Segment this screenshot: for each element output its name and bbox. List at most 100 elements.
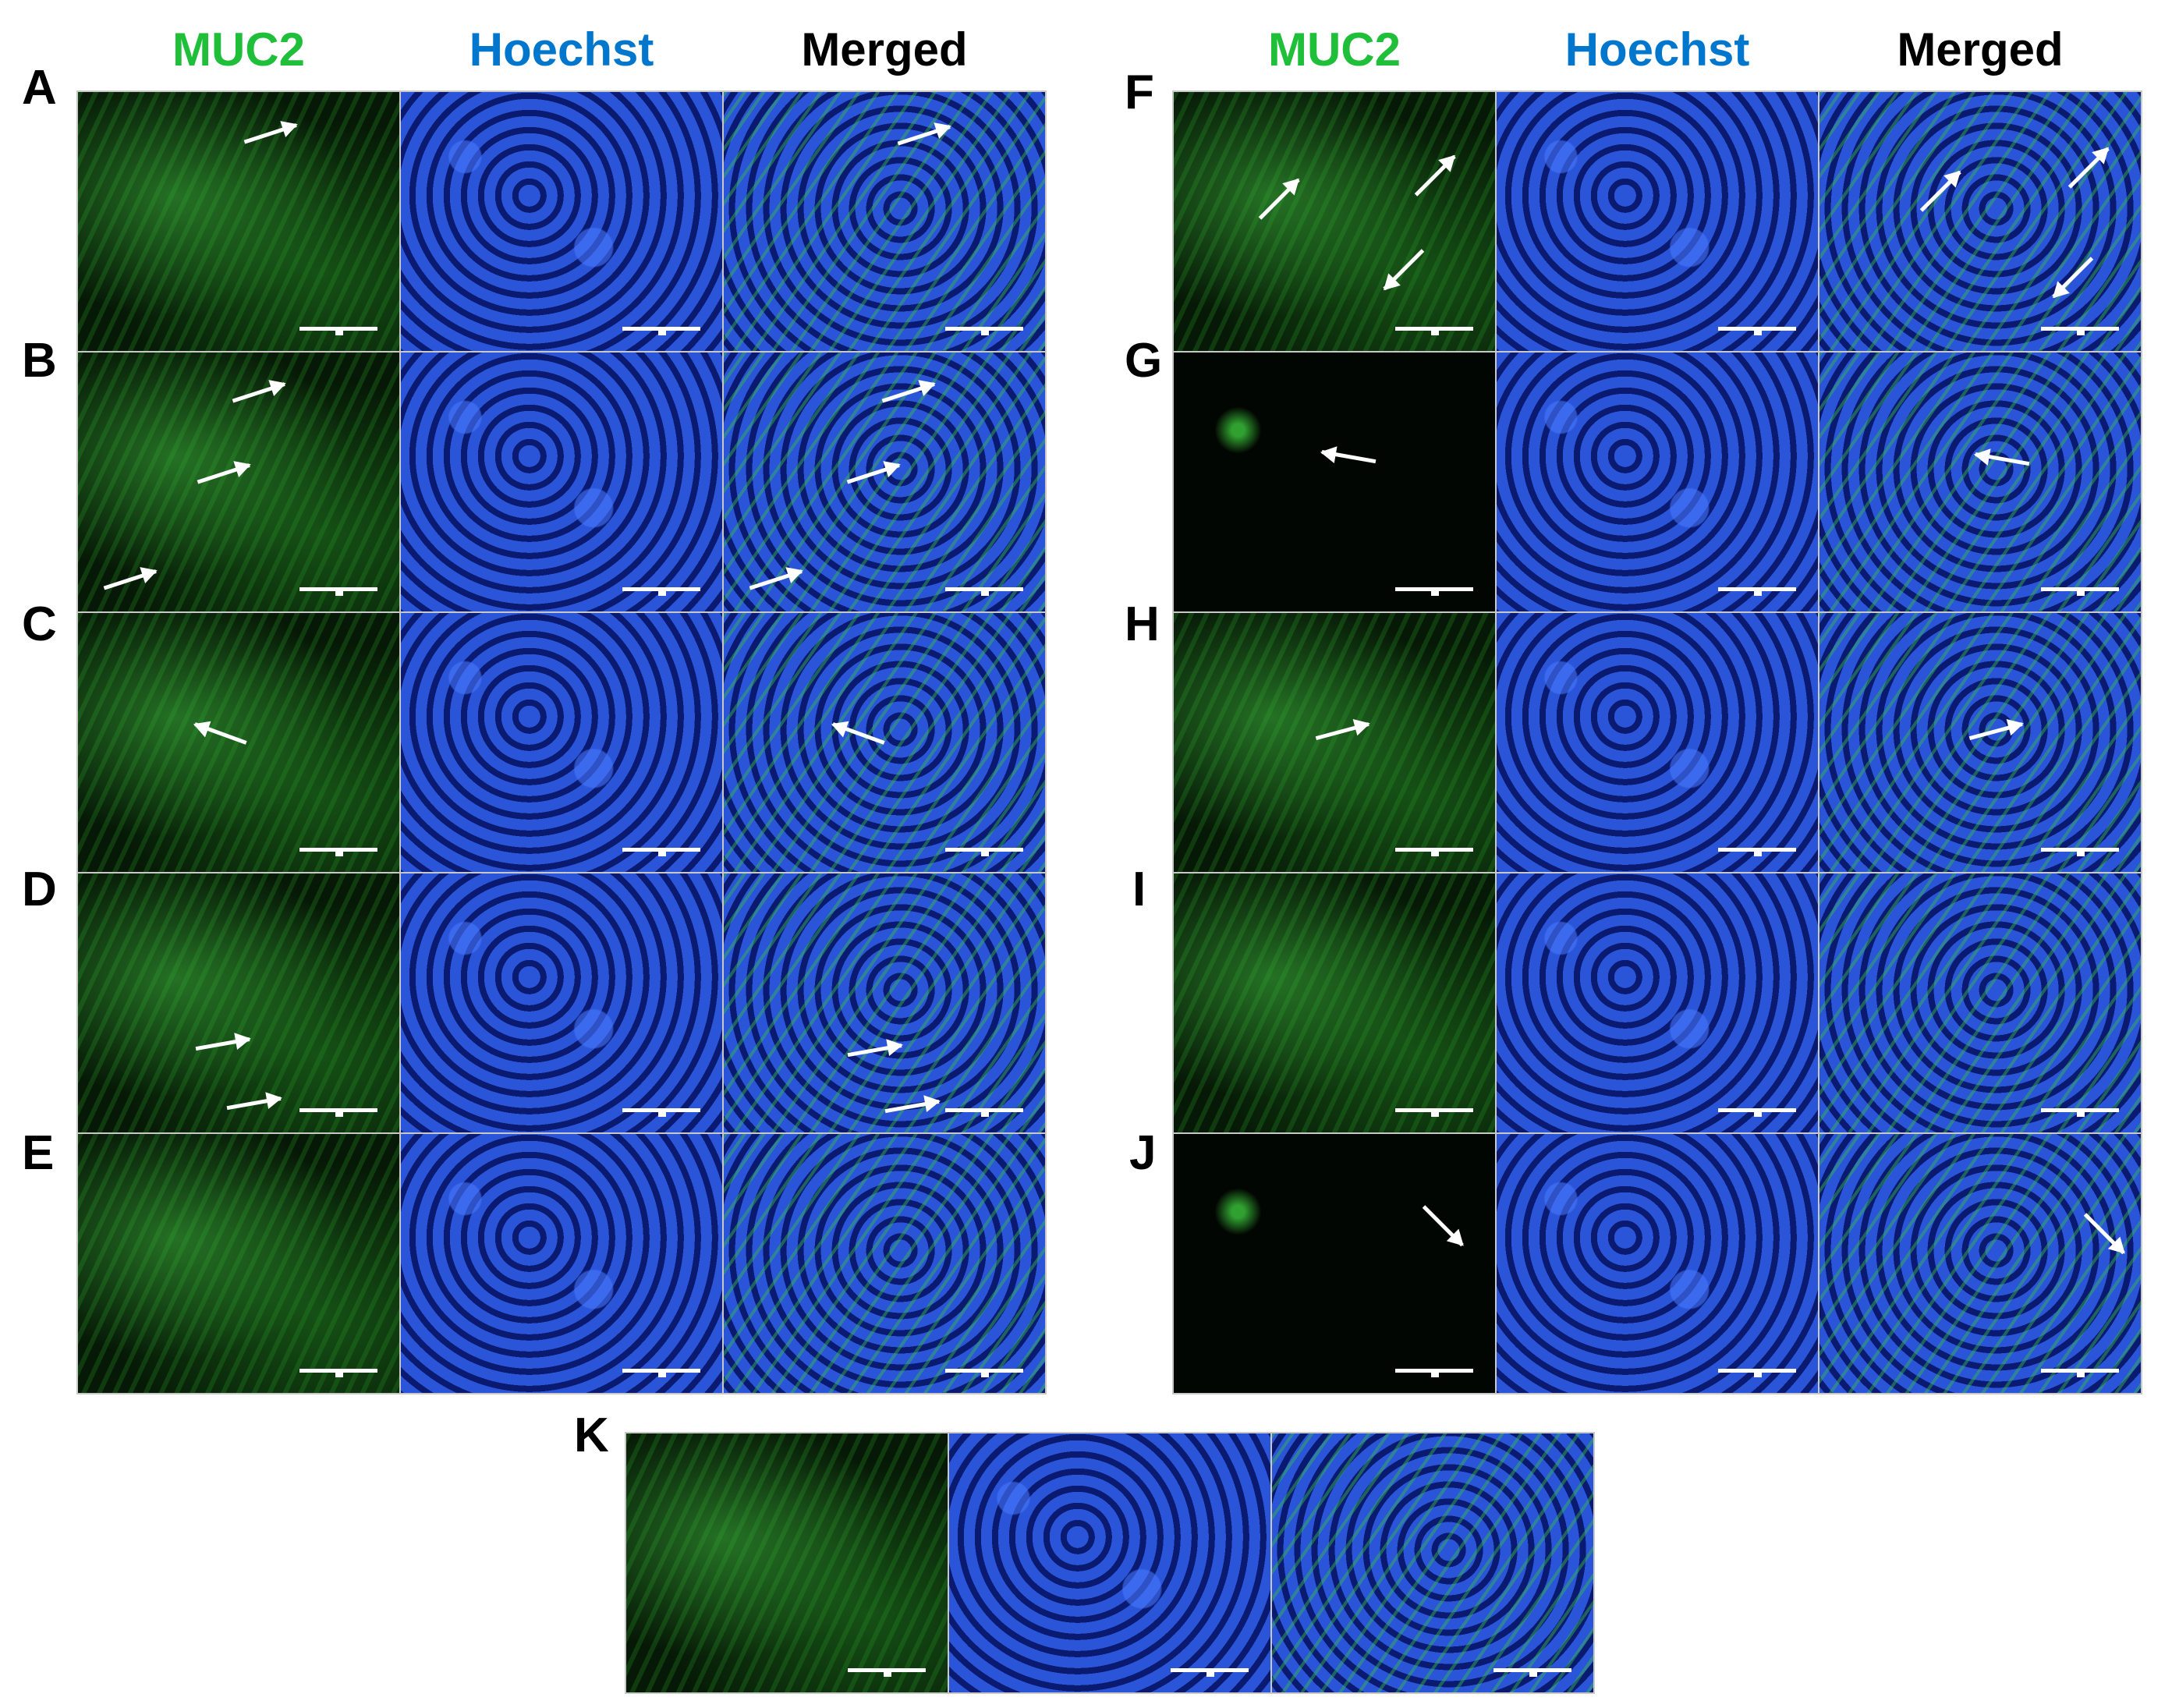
panel-label-g: G (1125, 334, 1163, 388)
arrow-icon (847, 1044, 902, 1058)
scale-bar (945, 1108, 1023, 1117)
scale-bar (1171, 1668, 1249, 1677)
micrograph-e-merged (722, 1132, 1047, 1394)
micrograph-i-merged (1818, 872, 2142, 1134)
micrograph-d-merged (722, 872, 1047, 1134)
arrow-icon (897, 125, 951, 146)
micrograph-k-merged (1270, 1432, 1595, 1694)
micrograph-k-muc2 (625, 1432, 949, 1694)
panel-label-k: K (574, 1409, 609, 1462)
scale-bar (2041, 587, 2119, 596)
micrograph-f-muc2 (1172, 90, 1497, 353)
arrow-icon (1258, 178, 1300, 220)
micrograph-e-muc2 (76, 1132, 401, 1394)
header-muc2-left: MUC2 (172, 23, 305, 76)
micrograph-b-merged (722, 351, 1047, 613)
micrograph-e-hoechst (399, 1132, 724, 1394)
scale-bar (945, 327, 1023, 335)
arrow-icon (1975, 452, 2030, 466)
micrograph-h-muc2 (1172, 611, 1497, 873)
arrow-icon (1321, 450, 1377, 464)
scale-bar (622, 848, 700, 856)
arrow-icon (1422, 1205, 1464, 1247)
panel-label-f: F (1125, 66, 1154, 119)
scale-bar (299, 1369, 377, 1377)
micrograph-f-merged (1818, 90, 2142, 353)
arrow-icon (2083, 1213, 2125, 1255)
micrograph-a-hoechst (399, 90, 724, 353)
scale-bar (622, 327, 700, 335)
micrograph-f-hoechst (1495, 90, 1819, 353)
scale-bar (2041, 848, 2119, 856)
micrograph-i-muc2 (1172, 872, 1497, 1134)
arrow-icon (832, 722, 885, 745)
scale-bar (622, 587, 700, 596)
panel-label-h: H (1125, 597, 1160, 651)
scale-bar (945, 1369, 1023, 1377)
micrograph-a-muc2 (76, 90, 401, 353)
panel-label-e: E (22, 1126, 55, 1180)
panel-label-d: D (22, 863, 57, 916)
micrograph-h-hoechst (1495, 611, 1819, 873)
micrograph-i-hoechst (1495, 872, 1819, 1134)
micrograph-h-merged (1818, 611, 2142, 873)
scale-bar (299, 1108, 377, 1117)
micrograph-g-muc2 (1172, 351, 1497, 613)
scale-bar (622, 1369, 700, 1377)
arrow-icon (884, 1100, 940, 1114)
micrograph-d-hoechst (399, 872, 724, 1134)
arrow-icon (1968, 722, 2023, 741)
micrograph-k-hoechst (948, 1432, 1272, 1694)
scale-bar (1395, 1369, 1473, 1377)
micrograph-g-hoechst (1495, 351, 1819, 613)
scale-bar (945, 848, 1023, 856)
arrow-icon (846, 463, 900, 484)
arrow-icon (2067, 147, 2110, 189)
micrograph-j-merged (1818, 1132, 2142, 1394)
scale-bar (2041, 1369, 2119, 1377)
micrograph-g-merged (1818, 351, 2142, 613)
micrograph-a-merged (722, 90, 1047, 353)
header-merged-left: Merged (801, 23, 968, 76)
arrow-icon (232, 382, 285, 403)
micrograph-c-muc2 (76, 611, 401, 873)
scale-bar (2041, 327, 2119, 335)
scale-bar (1395, 848, 1473, 856)
panel-label-i: I (1132, 863, 1146, 916)
arrow-icon (1919, 170, 1961, 212)
panel-label-c: C (22, 597, 57, 651)
arrow-icon (749, 569, 803, 590)
micrograph-c-hoechst (399, 611, 724, 873)
header-merged-right: Merged (1897, 23, 2064, 76)
arrow-icon (197, 463, 250, 484)
scale-bar (945, 587, 1023, 596)
header-muc2-right: MUC2 (1267, 23, 1401, 76)
panel-label-j: J (1129, 1126, 1157, 1180)
micrograph-b-hoechst (399, 351, 724, 613)
arrow-icon (226, 1097, 282, 1111)
scale-bar (2041, 1108, 2119, 1117)
micrograph-j-muc2 (1172, 1132, 1497, 1394)
micrograph-d-muc2 (76, 872, 401, 1134)
scale-bar (1718, 1108, 1796, 1117)
scale-bar (1395, 327, 1473, 335)
micrograph-c-merged (722, 611, 1047, 873)
scale-bar (299, 848, 377, 856)
arrow-icon (881, 382, 935, 403)
header-hoechst-right: Hoechst (1564, 23, 1750, 76)
arrow-icon (195, 1037, 250, 1051)
scale-bar (1718, 587, 1796, 596)
arrow-icon (194, 722, 247, 745)
panel-label-b: B (22, 334, 57, 388)
micrograph-b-muc2 (76, 351, 401, 613)
arrow-icon (243, 123, 297, 144)
arrow-icon (103, 569, 157, 590)
scale-bar (848, 1668, 926, 1677)
micrograph-j-hoechst (1495, 1132, 1819, 1394)
arrow-icon (1414, 154, 1456, 197)
scale-bar (1395, 587, 1473, 596)
panel-label-a: A (22, 61, 57, 115)
arrow-icon (1315, 722, 1369, 741)
scale-bar (1718, 848, 1796, 856)
arrow-icon (1383, 249, 1425, 291)
